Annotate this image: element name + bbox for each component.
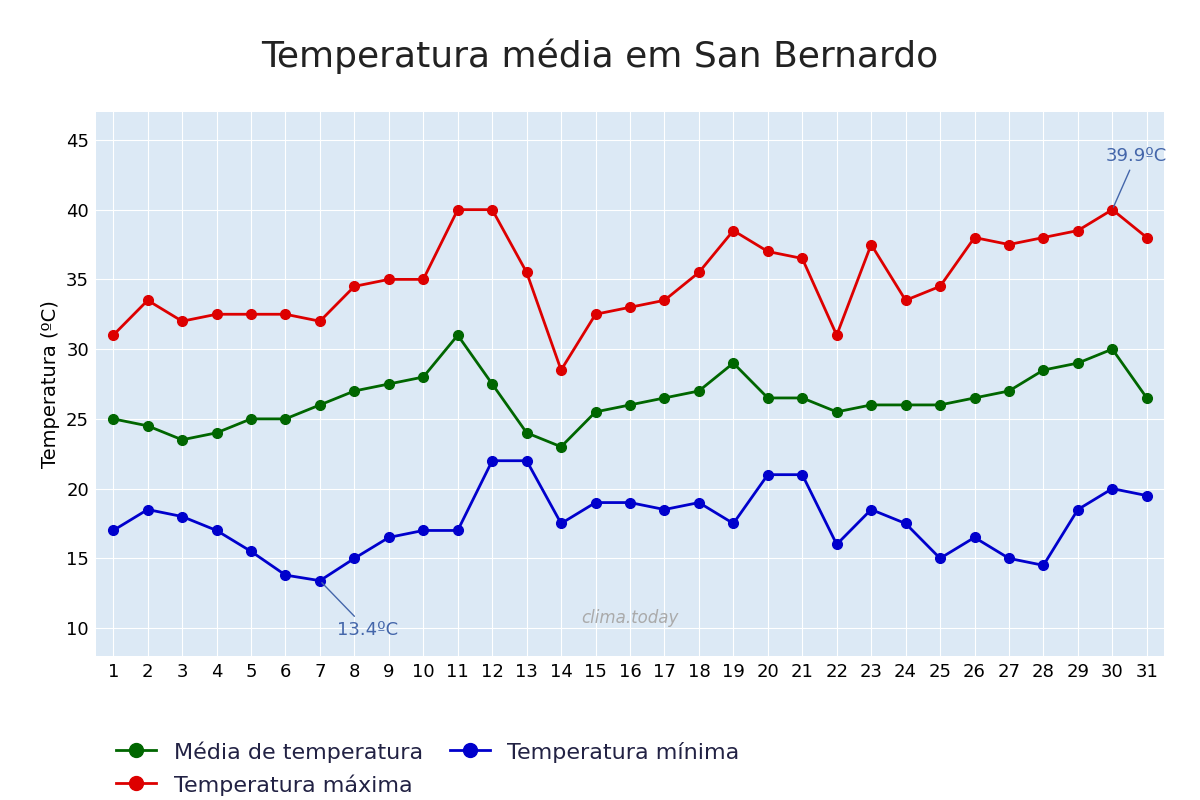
Text: 13.4ºC: 13.4ºC [322,582,398,639]
Text: clima.today: clima.today [581,609,679,627]
Text: Temperatura média em San Bernardo: Temperatura média em San Bernardo [262,38,938,74]
Text: 39.9ºC: 39.9ºC [1105,147,1166,207]
Legend: Média de temperatura, Temperatura máxima, Temperatura mínima: Média de temperatura, Temperatura máxima… [107,732,749,800]
Y-axis label: Temperatura (ºC): Temperatura (ºC) [42,300,60,468]
